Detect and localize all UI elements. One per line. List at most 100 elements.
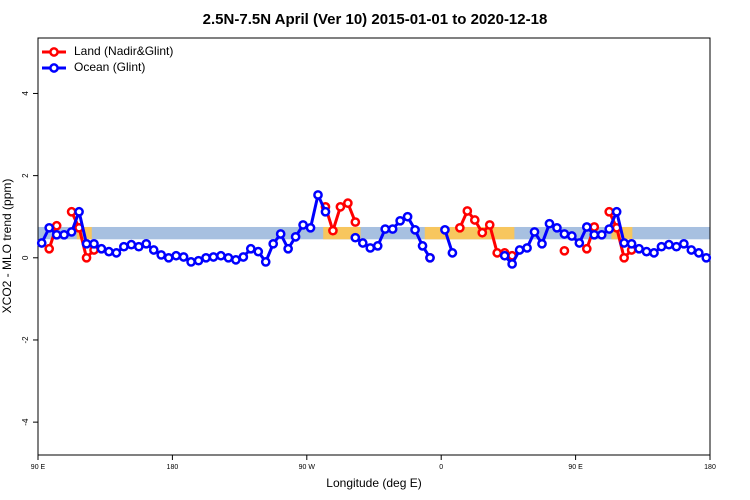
data-point [275,229,286,239]
data-point [641,246,652,257]
data-point [559,229,570,239]
data-point [664,239,674,250]
data-point [581,243,592,254]
data-point [679,238,689,249]
data-point [440,225,450,235]
x-tick-label: 90 E [568,464,583,471]
data-point [283,243,293,254]
data-point [529,227,540,237]
x-tick-label: 180 [704,464,716,471]
y-tick-label: -2 [21,336,30,344]
data-point [693,248,704,258]
data-point [380,224,391,234]
data-point [365,243,376,253]
data-point [649,248,659,258]
x-tick-label: 90 E [31,464,46,471]
data-point [81,238,92,249]
data-point [66,227,77,237]
data-point [148,245,159,255]
data-point [59,229,69,240]
data-point [514,245,525,255]
plot-frame [37,37,711,456]
chart-title: 2.5N-7.5N April (Ver 10) 2015-01-01 to 2… [203,11,548,28]
data-point [537,238,547,249]
data-point [133,241,144,252]
data-point [223,252,234,263]
data-point [268,238,279,249]
data-point [245,243,256,254]
data-point [402,211,413,222]
data-point [499,250,510,261]
data-point [469,215,480,225]
data-point [656,241,667,252]
data-point [178,252,189,262]
data-point [290,231,301,242]
data-point [96,243,107,254]
data-point [604,224,615,234]
data-point [372,241,383,251]
data-point [119,241,129,252]
data-point [417,241,428,251]
data-point [36,238,47,248]
data-point [260,257,271,267]
data-point [507,259,517,269]
data-point [634,243,644,254]
data-point [581,222,592,232]
data-point [104,246,114,257]
data-point [477,227,488,238]
data-point [619,238,629,248]
data-point [163,252,174,263]
y-axis-label: XCO2 - MLO trend (ppm) [0,179,14,314]
highlight [424,226,515,240]
data-point [156,250,167,260]
legend-marker [49,63,59,73]
data-point [216,250,226,261]
data-point [387,224,398,234]
data-point [589,222,600,232]
y-tick-label: 0 [21,255,30,260]
data-point [231,255,241,265]
data-point [552,222,562,233]
data-point [686,245,697,255]
x-tick-label: 0 [439,464,443,471]
y-tick-label: -4 [21,418,30,426]
data-point [574,238,585,248]
data-point [44,222,55,233]
data-point [171,250,181,261]
data-point [567,231,577,241]
data-point [619,252,629,263]
data-point [298,220,308,230]
data-point [328,225,338,236]
data-point [141,238,152,249]
data-point [51,229,62,240]
reference-band [38,226,710,240]
data-point [66,206,77,217]
data-point [604,206,615,217]
data-point [335,202,346,212]
data-point [126,239,137,250]
data-point [89,238,99,249]
data-point [462,206,473,216]
data-point [559,245,570,256]
data-point [313,190,323,200]
data-point [626,238,637,249]
data-point [455,222,465,233]
data-point [208,252,219,262]
x-tick-label: 90 W [299,464,316,471]
data-point [596,229,607,240]
data-point [350,232,361,243]
data-point [343,198,353,209]
data-point [253,246,264,257]
data-point [611,206,622,217]
data-point [350,217,361,227]
data-point [193,255,204,266]
data-point [671,241,682,252]
x-axis-label: Longitude (deg E) [326,476,421,490]
legend-label: Land (Nadir&Glint) [74,44,173,58]
x-tick-label: 180 [167,464,179,471]
data-point [425,252,435,263]
data-point [484,220,495,230]
data-point [44,243,55,254]
data-point [522,243,532,253]
